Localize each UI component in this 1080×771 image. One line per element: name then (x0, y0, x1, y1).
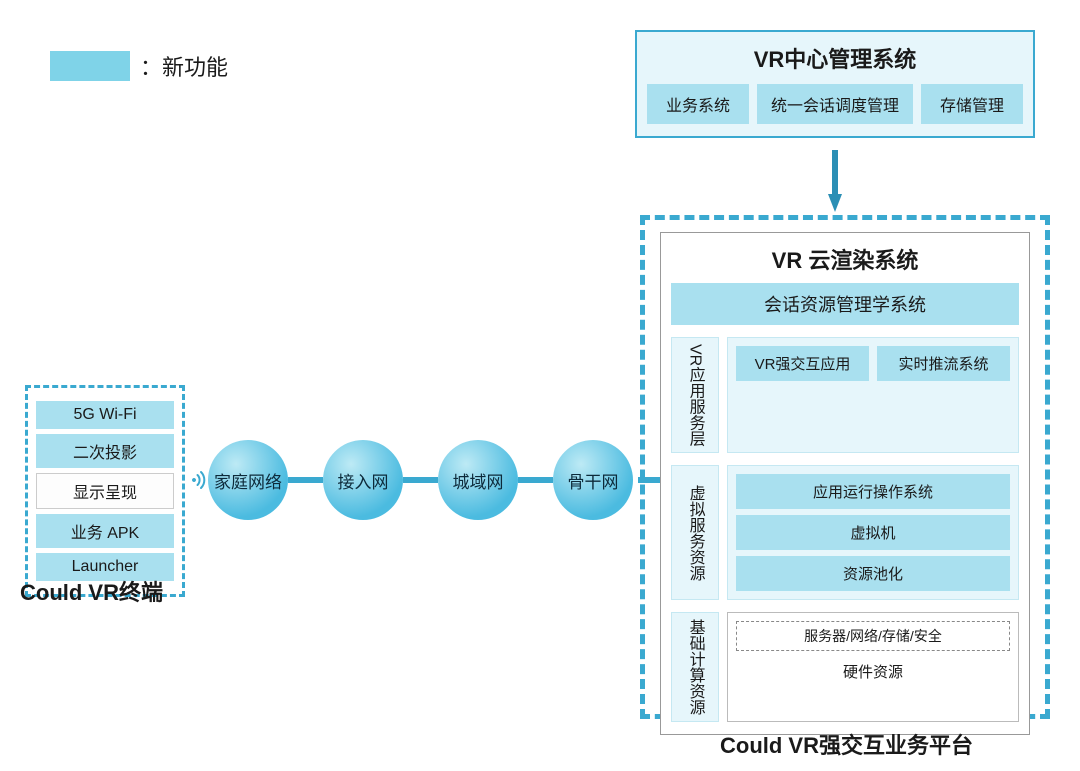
layer-row: VR应用服务层 VR强交互应用 实时推流系统 (671, 337, 1019, 453)
network-node: 家庭网络 (208, 440, 288, 520)
layer-content: 应用运行操作系统 虚拟机 资源池化 (727, 465, 1019, 600)
render-system-title: VR 云渲染系统 (671, 243, 1019, 275)
hardware-dotted-label: 服务器/网络/存储/安全 (736, 621, 1010, 651)
layer-item: 实时推流系统 (877, 346, 1010, 381)
layer-item: 应用运行操作系统 (736, 474, 1010, 509)
management-system-title: VR中心管理系统 (647, 42, 1023, 74)
management-system-box: VR中心管理系统 业务系统 统一会话调度管理 存储管理 (635, 30, 1035, 138)
terminal-block: 5G Wi-Fi 二次投影 显示呈现 业务 APK Launcher (25, 385, 185, 597)
terminal-title: Could VR终端 (20, 575, 163, 607)
hardware-label: 硬件资源 (736, 657, 1010, 686)
layer-label: 基础计算资源 (671, 612, 719, 722)
management-system-row: 业务系统 统一会话调度管理 存储管理 (647, 84, 1023, 124)
platform-title: Could VR强交互业务平台 (720, 728, 973, 760)
network-node: 城域网 (438, 440, 518, 520)
layer-content: VR强交互应用 实时推流系统 (727, 337, 1019, 453)
hardware-box: 服务器/网络/存储/安全 硬件资源 (727, 612, 1019, 722)
legend-swatch (50, 51, 130, 81)
network-node: 骨干网 (553, 440, 633, 520)
mgmt-item: 统一会话调度管理 (757, 84, 913, 124)
terminal-item: 二次投影 (36, 434, 174, 468)
layer-item: 虚拟机 (736, 515, 1010, 550)
mgmt-item: 业务系统 (647, 84, 749, 124)
legend-label: ：新功能 (140, 50, 228, 82)
render-system-box: VR 云渲染系统 会话资源管理学系统 VR应用服务层 VR强交互应用 实时推流系… (660, 232, 1030, 735)
layer-row: 基础计算资源 服务器/网络/存储/安全 硬件资源 (671, 612, 1019, 722)
arrow-down-icon (828, 150, 842, 212)
layer-item: VR强交互应用 (736, 346, 869, 381)
layer-label: VR应用服务层 (671, 337, 719, 453)
network-path: 家庭网络 接入网 城域网 骨干网 (208, 440, 633, 520)
network-connector (288, 477, 323, 483)
network-node: 接入网 (323, 440, 403, 520)
legend: ：新功能 (50, 50, 228, 82)
mgmt-item: 存储管理 (921, 84, 1023, 124)
terminal-item: 显示呈现 (36, 473, 174, 509)
layer-item: 资源池化 (736, 556, 1010, 591)
network-connector (518, 477, 553, 483)
network-connector (403, 477, 438, 483)
terminal-item: 5G Wi-Fi (36, 401, 174, 429)
layer-label: 虚拟服务资源 (671, 465, 719, 600)
terminal-item: 业务 APK (36, 514, 174, 548)
session-mgmt-box: 会话资源管理学系统 (671, 283, 1019, 325)
layer-row: 虚拟服务资源 应用运行操作系统 虚拟机 资源池化 (671, 465, 1019, 600)
